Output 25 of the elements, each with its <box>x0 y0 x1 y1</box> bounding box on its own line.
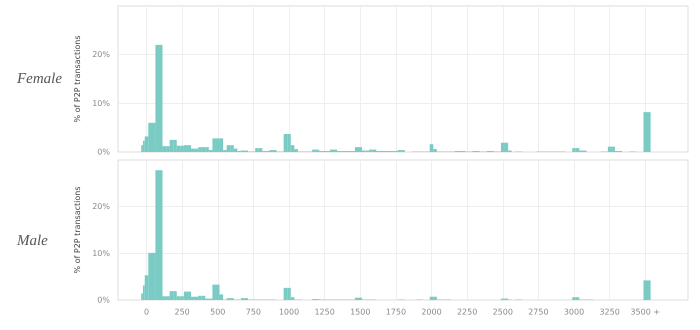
x-tick-label: 3250 <box>599 308 620 316</box>
x-tick-label: 2000 <box>421 308 442 316</box>
y-tick-label: 0% <box>97 148 110 156</box>
y-tick-label: 20% <box>92 202 110 212</box>
x-tick-label: 2250 <box>456 308 478 316</box>
x-tick-label: 3000 <box>564 308 584 316</box>
y-tick-label: 20% <box>92 50 110 60</box>
y-axis-title: % of P2P transactions <box>72 186 82 274</box>
y-tick-label: 10% <box>92 248 110 258</box>
x-tick-label: 2500 <box>492 308 513 316</box>
y-tick-label: 0% <box>97 296 110 304</box>
x-tick-label: 1500 <box>350 308 370 316</box>
x-tick-label: 2750 <box>528 308 549 316</box>
x-tick-label: 1750 <box>386 308 406 316</box>
text: Male <box>16 233 48 249</box>
y-tick-label: 10% <box>92 98 110 108</box>
x-tick-label: 500 <box>210 308 226 316</box>
x-tick-label: 1000 <box>278 308 300 316</box>
x-tick-label: 0 <box>144 308 150 316</box>
x-tick-label: 1250 <box>314 308 335 316</box>
x-tick-label: 250 <box>174 308 190 316</box>
y-axis-title: % of P2P transactions <box>72 35 82 123</box>
text: Female <box>16 71 62 87</box>
x-tick-label: 750 <box>246 308 262 316</box>
x-tick-label: 3500 + <box>630 308 660 316</box>
